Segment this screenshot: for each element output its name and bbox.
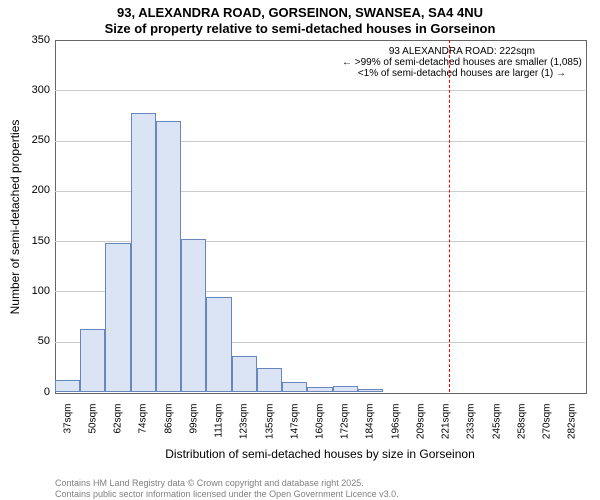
histogram-bar: [131, 113, 156, 392]
x-tick-label: 62sqm: [113, 404, 124, 454]
chart-title-line1: 93, ALEXANDRA ROAD, GORSEINON, SWANSEA, …: [0, 5, 600, 20]
gridline-y: [55, 90, 585, 91]
histogram-bar: [181, 239, 206, 392]
histogram-bar: [333, 386, 358, 392]
x-tick-label: 270sqm: [542, 404, 553, 454]
y-tick-label: 50: [20, 335, 50, 347]
y-tick-label: 350: [20, 34, 50, 46]
marker-line: [449, 40, 450, 392]
footer-line1: Contains HM Land Registry data © Crown c…: [55, 478, 364, 488]
histogram-bar: [307, 387, 332, 392]
y-tick-label: 100: [20, 285, 50, 297]
x-tick-label: 221sqm: [441, 404, 452, 454]
histogram-bar: [358, 389, 383, 392]
histogram-bar: [55, 380, 80, 392]
histogram-bar: [282, 382, 307, 392]
chart-title-line2: Size of property relative to semi-detach…: [0, 21, 600, 36]
histogram-bar: [206, 297, 231, 392]
x-tick-label: 196sqm: [390, 404, 401, 454]
histogram-bar: [257, 368, 282, 392]
x-tick-label: 99sqm: [188, 404, 199, 454]
y-tick-label: 250: [20, 134, 50, 146]
annotation-line: 93 ALEXANDRA ROAD: 222sqm: [342, 46, 582, 57]
x-tick-label: 37sqm: [62, 404, 73, 454]
footer-line2: Contains public sector information licen…: [55, 489, 399, 499]
x-tick-label: 172sqm: [340, 404, 351, 454]
y-tick-label: 150: [20, 235, 50, 247]
x-tick-label: 111sqm: [214, 404, 225, 454]
x-tick-label: 184sqm: [365, 404, 376, 454]
x-tick-label: 147sqm: [289, 404, 300, 454]
y-tick-label: 300: [20, 84, 50, 96]
histogram-bar: [232, 356, 257, 392]
histogram-bar: [80, 329, 105, 392]
x-tick-label: 50sqm: [87, 404, 98, 454]
x-tick-label: 135sqm: [264, 404, 275, 454]
x-tick-label: 86sqm: [163, 404, 174, 454]
x-tick-label: 74sqm: [138, 404, 149, 454]
histogram-bar: [105, 243, 130, 392]
x-tick-label: 123sqm: [239, 404, 250, 454]
annotation-line: ← >99% of semi-detached houses are small…: [342, 57, 582, 68]
annotation-line: <1% of semi-detached houses are larger (…: [342, 68, 582, 79]
histogram-bar: [156, 121, 181, 392]
x-tick-label: 160sqm: [315, 404, 326, 454]
y-tick-label: 0: [20, 386, 50, 398]
x-tick-label: 282sqm: [567, 404, 578, 454]
marker-annotation: 93 ALEXANDRA ROAD: 222sqm← >99% of semi-…: [342, 46, 582, 79]
x-tick-label: 233sqm: [466, 404, 477, 454]
y-tick-label: 200: [20, 184, 50, 196]
x-tick-label: 245sqm: [491, 404, 502, 454]
x-tick-label: 258sqm: [516, 404, 527, 454]
x-tick-label: 209sqm: [415, 404, 426, 454]
